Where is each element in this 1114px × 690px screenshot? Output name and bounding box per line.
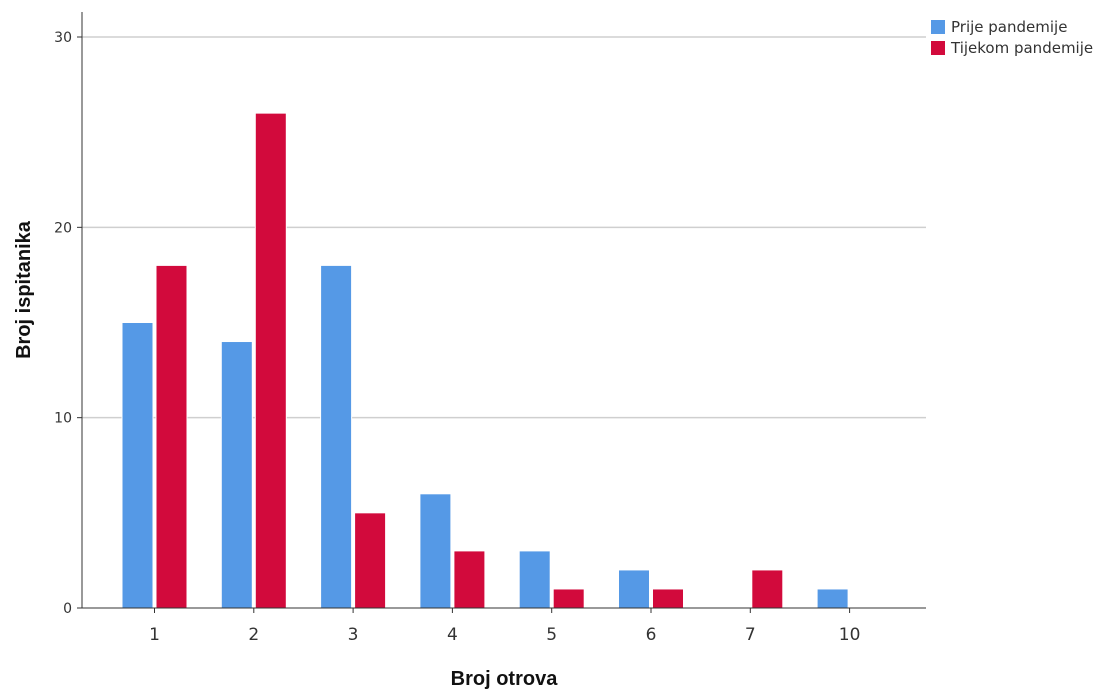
y-tick-label: 10 — [54, 411, 72, 427]
gridlines — [82, 37, 926, 418]
bars — [122, 113, 848, 608]
legend: Prije pandemije Tijekom pandemije — [931, 18, 1093, 57]
axes — [82, 12, 926, 608]
x-ticks: 1 2 3 4 5 6 7 10 — [149, 608, 860, 645]
bar-tijekom-4 — [454, 551, 485, 608]
y-tick-label: 30 — [54, 30, 72, 46]
x-axis-title: Broj otrova — [451, 668, 559, 690]
x-tick-label-2: 2 — [248, 625, 259, 645]
bar-prije-3 — [321, 265, 352, 608]
y-tick-label: 20 — [54, 220, 72, 236]
bar-prije-6 — [619, 570, 650, 608]
bar-prije-5 — [519, 551, 550, 608]
bar-tijekom-2 — [255, 113, 286, 608]
x-tick-label-3: 3 — [348, 625, 359, 645]
bar-prije-4 — [420, 494, 451, 608]
legend-label-tijekom: Tijekom pandemije — [950, 39, 1093, 57]
bar-tijekom-6 — [653, 589, 684, 608]
y-ticks: 0 10 20 30 — [54, 30, 82, 617]
legend-label-prije: Prije pandemije — [951, 18, 1067, 36]
legend-swatch-prije — [931, 20, 945, 34]
bar-tijekom-1 — [156, 265, 187, 608]
y-axis-title: Broj ispitanika — [13, 220, 35, 359]
x-tick-label-6: 6 — [646, 625, 657, 645]
bar-prije-10 — [817, 589, 848, 608]
x-tick-label-5: 5 — [546, 625, 557, 645]
x-tick-label-4: 4 — [447, 625, 458, 645]
x-tick-label-10: 10 — [839, 625, 861, 645]
bar-tijekom-7 — [752, 570, 783, 608]
x-tick-label-7: 7 — [745, 625, 756, 645]
bar-prije-2 — [221, 342, 252, 608]
legend-swatch-tijekom — [931, 41, 945, 55]
bar-prije-1 — [122, 323, 153, 609]
y-tick-label: 0 — [63, 601, 72, 617]
x-tick-label-1: 1 — [149, 625, 160, 645]
bar-tijekom-3 — [355, 513, 386, 608]
bar-tijekom-5 — [553, 589, 584, 608]
